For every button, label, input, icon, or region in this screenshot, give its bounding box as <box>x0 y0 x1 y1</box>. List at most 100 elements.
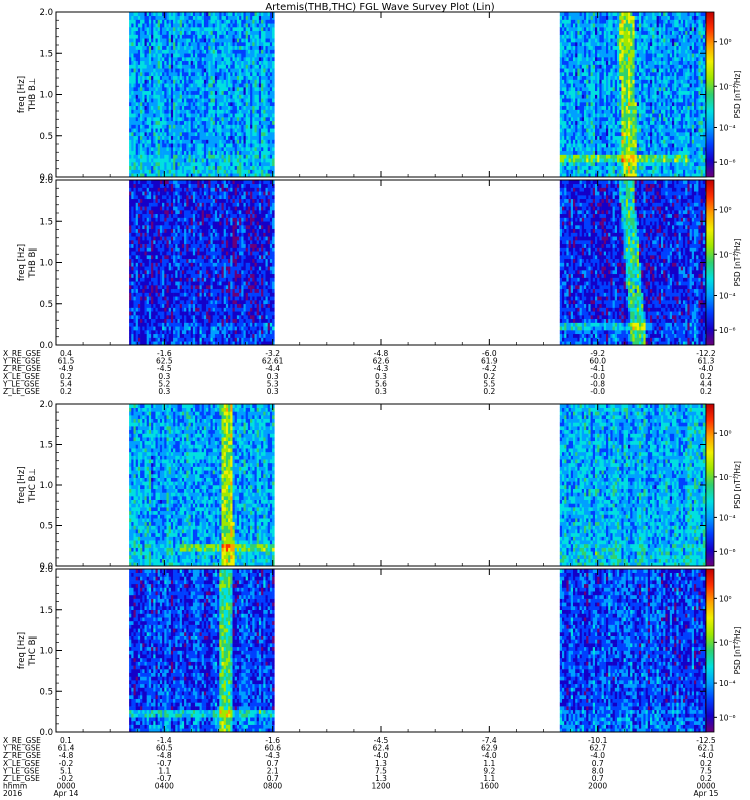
ephemeris-value: 60.6 <box>264 744 281 753</box>
ephemeris-value: -4.0 <box>590 751 605 760</box>
y-tick-label: 1.5 <box>39 606 53 616</box>
ephemeris-value: 5.4 <box>60 379 72 388</box>
ephemeris-value: 62.61 <box>262 357 284 366</box>
ephemeris-row-label: X_LE_GSE <box>3 759 40 768</box>
ephemeris-value: 0.2 <box>700 759 712 768</box>
x-tick-label: 2000 <box>588 782 607 791</box>
heatmap-cells <box>129 404 708 567</box>
ephemeris-value: -0.0 <box>590 372 605 381</box>
ephemeris-value: 7.5 <box>700 766 712 775</box>
y-tick-label: 0.0 <box>39 173 53 183</box>
colorbar-tick-label: 10⁰ <box>719 206 732 215</box>
ephemeris-value: 0.1 <box>60 736 72 745</box>
ephemeris-value: 0.7 <box>267 774 279 783</box>
colorbar-tick-label: 10⁻² <box>719 473 736 482</box>
ephemeris-value: -3.2 <box>265 349 280 358</box>
spectrogram-panel: 0.0 0.5 1.0 1.5 2.0 THC B⊥freq [Hz] 10⁰ 10⁻² 10⁻… <box>17 400 742 572</box>
ephemeris-value: 60.5 <box>156 744 173 753</box>
ephemeris-value: 0.2 <box>700 387 712 396</box>
ephemeris-value: -4.0 <box>699 751 714 760</box>
y-tick-label: 2.0 <box>39 565 53 575</box>
y-tick-label: 1.5 <box>39 441 53 451</box>
ephemeris-value: 9.2 <box>483 766 495 775</box>
spectrogram-panel: 0.0 0.5 1.0 1.5 2.0 THB B⊥freq [Hz] 10⁰ 10⁻² 10⁻… <box>17 8 742 183</box>
ephemeris-value: -0.2 <box>59 774 74 783</box>
ephemeris-value: -1.6 <box>157 349 172 358</box>
ephemeris-value: 61.9 <box>481 357 498 366</box>
ephemeris-value: -0.7 <box>157 774 172 783</box>
ephemeris-row-label: Y_RE_GSE <box>2 744 41 753</box>
ephemeris-row-label: Y_RE_GSE <box>2 357 41 366</box>
y-tick-label: 1.0 <box>39 481 53 491</box>
ephemeris-value: -0.0 <box>590 387 605 396</box>
x-tick-label: 1600 <box>480 782 499 791</box>
ephemeris-value: 0.3 <box>267 372 279 381</box>
ephemeris-value: -0.8 <box>590 379 605 388</box>
ephemeris-row-label: Z_RE_GSE <box>3 751 41 760</box>
y-tick-label: 0.5 <box>39 522 53 532</box>
colorbar-tick-label: 10⁻⁶ <box>719 326 736 335</box>
ephemeris-value: -6.0 <box>482 349 497 358</box>
ephemeris-value: 1.1 <box>483 774 495 783</box>
colorbar: 10⁰ 10⁻² 10⁻⁴ 10⁻⁶ PSD [nT²/Hz] <box>705 568 742 733</box>
ephemeris-value: 1.1 <box>483 759 495 768</box>
ephemeris-value: 0.2 <box>60 372 72 381</box>
y-tick-label: 1.5 <box>39 217 53 227</box>
colorbar-tick-label: 10⁻⁴ <box>719 124 736 133</box>
y-axis-label: freq [Hz] <box>17 466 27 503</box>
colorbar-label: PSD [nT²/Hz] <box>733 239 742 287</box>
x-tick-label: 1200 <box>371 782 390 791</box>
y-tick-label: 1.0 <box>39 91 53 101</box>
probe-label: THC B⊥ <box>28 468 38 502</box>
ephemeris-value: -1.6 <box>265 736 280 745</box>
colorbar-label: PSD [nT²/Hz] <box>733 461 742 509</box>
colorbar-tick-label: 10⁻⁴ <box>719 679 736 688</box>
y-tick-label: 1.5 <box>39 49 53 59</box>
ephemeris-row-label: X_RE_GSE <box>3 736 41 745</box>
colorbar-tick-label: 10⁻⁶ <box>719 547 736 556</box>
ephemeris-value: -12.5 <box>696 736 716 745</box>
y-tick-label: 0.0 <box>39 341 53 351</box>
x-tick-label: 0000 <box>696 782 715 791</box>
ephemeris-row-label: X_LE_GSE <box>3 372 40 381</box>
colorbar-tick-label: 10⁻⁶ <box>719 713 736 722</box>
ephemeris-value: 8.0 <box>592 766 604 775</box>
ephemeris-value: 0.3 <box>375 387 387 396</box>
ephemeris-row-label: X_RE_GSE <box>3 349 41 358</box>
ephemeris-value: -4.5 <box>157 364 172 373</box>
time-axis-label: hhmm <box>3 782 27 791</box>
ephemeris-table: X_RE_GSE 0.1 -1.4 -1.6 -4.5 -7.4 -10.1 -12.5 Y_R… <box>2 736 716 783</box>
y-tick-label: 0.5 <box>39 132 53 142</box>
heatmap-cells <box>129 180 708 346</box>
ephemeris-value: 1.3 <box>375 774 387 783</box>
ephemeris-value: 0.3 <box>267 387 279 396</box>
ephemeris-value: 62.9 <box>481 744 498 753</box>
ephemeris-value: -4.5 <box>374 736 389 745</box>
y-axis-label: freq [Hz] <box>17 76 27 113</box>
colorbar-label: PSD [nT²/Hz] <box>733 71 742 119</box>
ephemeris-row-label: Z_LE_GSE <box>3 774 40 783</box>
heatmap-cells <box>129 569 708 733</box>
ephemeris-value: 5.1 <box>60 766 72 775</box>
colorbar: 10⁰ 10⁻² 10⁻⁴ 10⁻⁶ PSD [nT²/Hz] <box>705 403 742 567</box>
colorbar-tick-label: 10⁻² <box>719 250 736 259</box>
ephemeris-value: -10.1 <box>588 736 608 745</box>
colorbar-tick-label: 10⁰ <box>719 429 732 438</box>
ephemeris-value: -0.2 <box>59 759 74 768</box>
plot-title: Artemis(THB,THC) FGL Wave Survey Plot (L… <box>265 2 494 13</box>
y-tick-label: 0.5 <box>39 687 53 697</box>
colorbar-scale <box>705 568 715 733</box>
ephemeris-value: -9.2 <box>590 349 605 358</box>
ephemeris-value: -4.0 <box>699 364 714 373</box>
end-date-label: Apr 15 <box>694 789 719 798</box>
ephemeris-value: -4.2 <box>482 364 497 373</box>
ephemeris-value: -4.9 <box>59 364 74 373</box>
y-tick-label: 2.0 <box>39 8 53 18</box>
ephemeris-value: 0.3 <box>158 387 170 396</box>
ephemeris-value: 0.4 <box>60 349 72 358</box>
ephemeris-value: 0.7 <box>592 774 604 783</box>
ephemeris-value: 0.2 <box>60 387 72 396</box>
ephemeris-value: 62.1 <box>698 744 715 753</box>
colorbar-label: PSD [nT²/Hz] <box>733 627 742 675</box>
ephemeris-value: -4.8 <box>157 751 172 760</box>
